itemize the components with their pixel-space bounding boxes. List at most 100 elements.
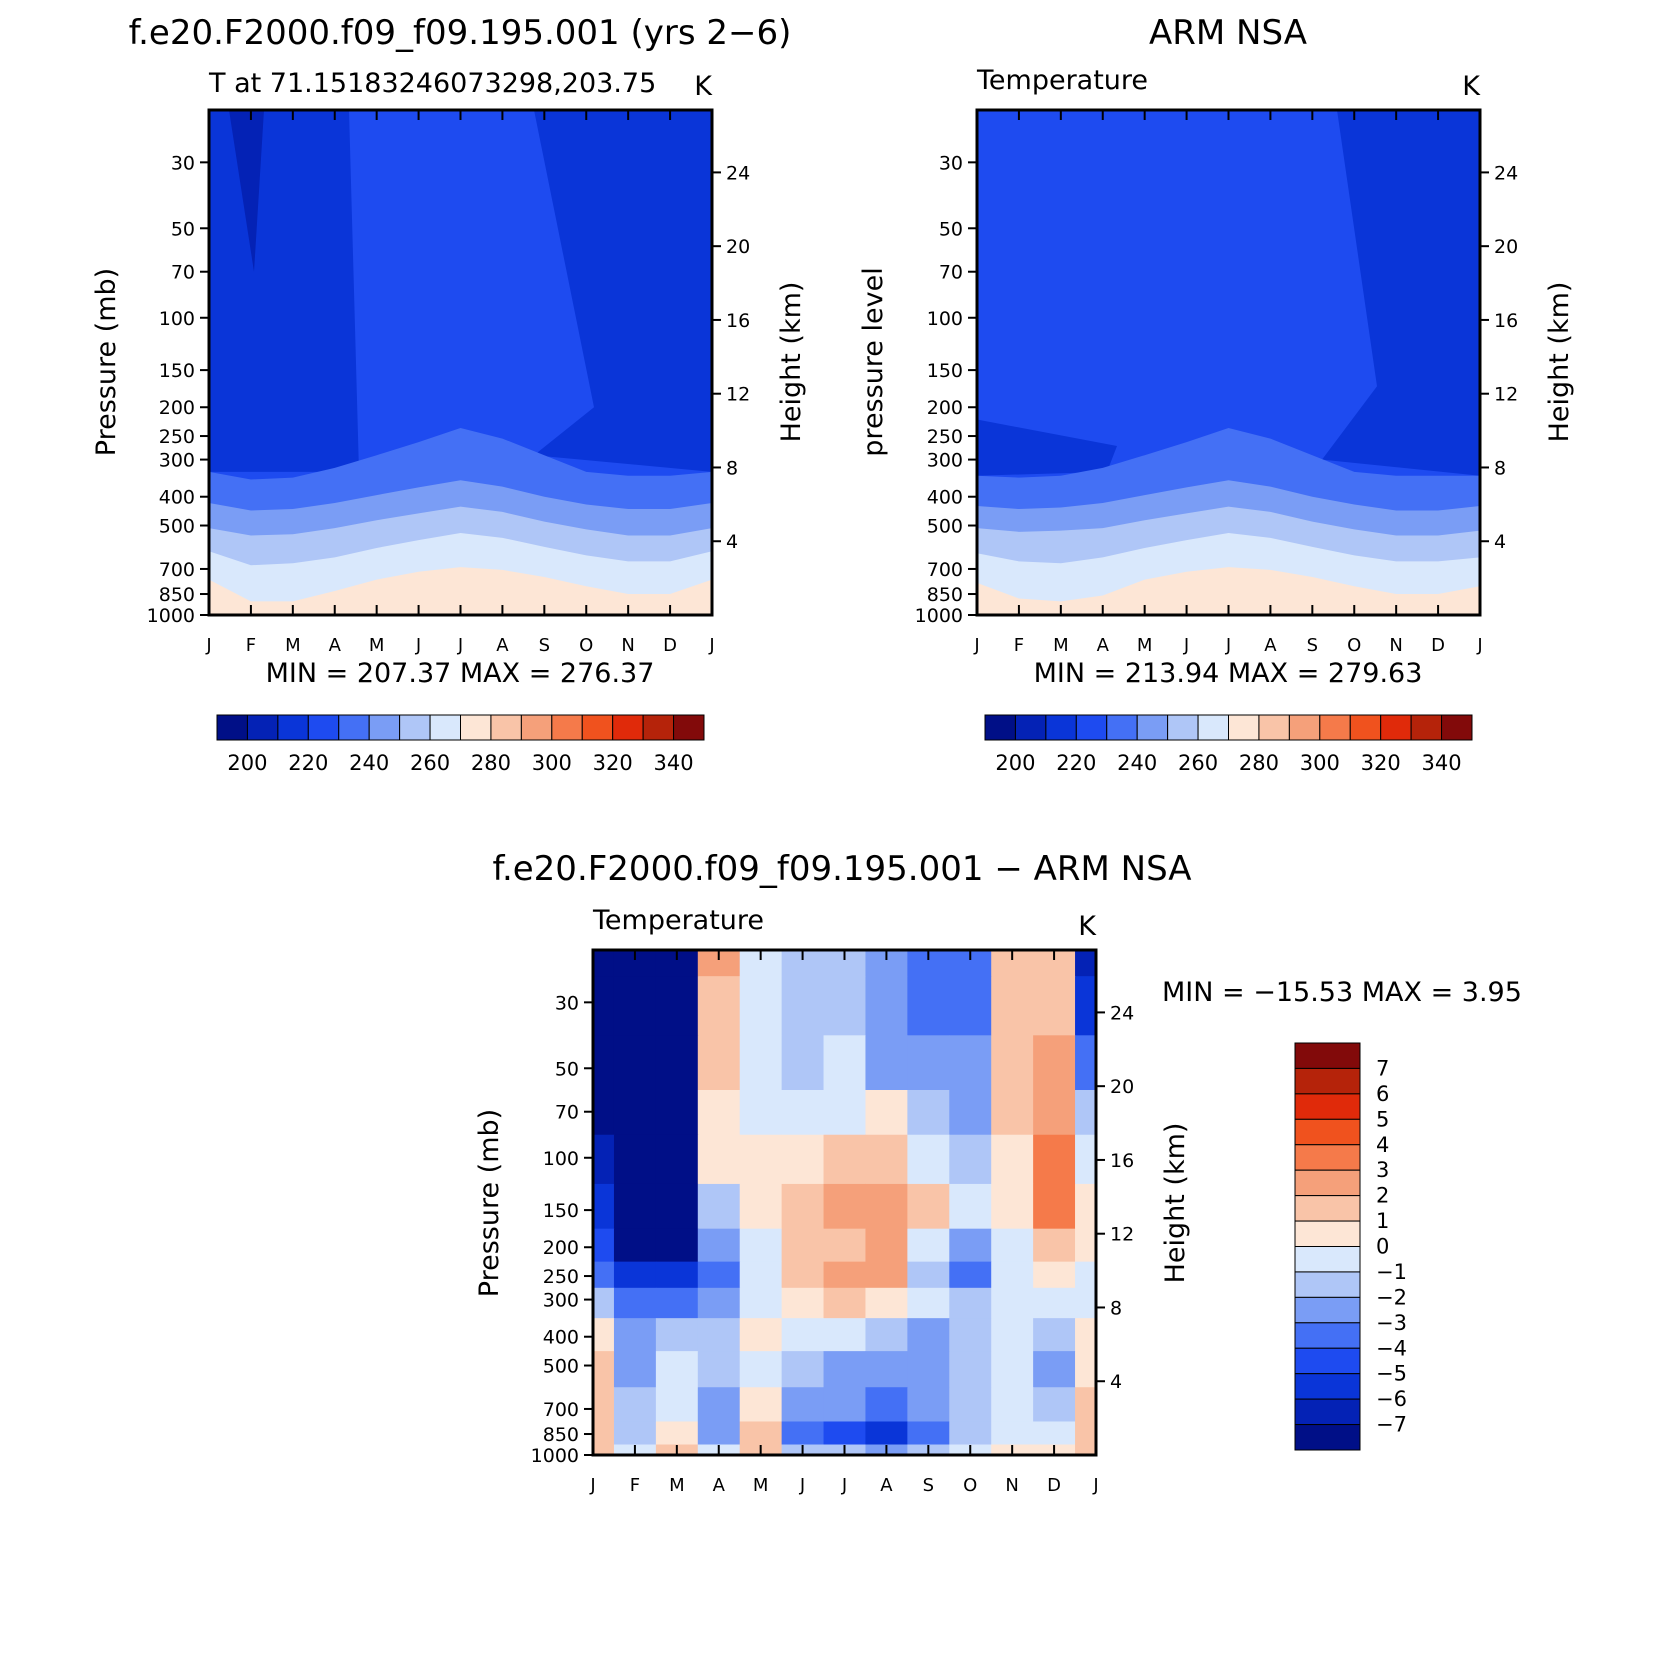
x-tick-label: S <box>1307 635 1318 656</box>
diff-cell <box>1033 1134 1076 1185</box>
diff-cell <box>907 1228 950 1263</box>
diff-cell <box>655 976 699 1036</box>
colorbar-swatch <box>1294 1322 1361 1349</box>
diff-cell <box>781 1387 825 1422</box>
diff-cell <box>991 976 1034 1036</box>
colorbar-swatch <box>1258 714 1290 741</box>
diff-right-string: K <box>1078 911 1097 942</box>
diff-cell <box>865 1387 908 1422</box>
cold-stratosphere-right <box>534 110 712 472</box>
diff-cell <box>1033 1387 1076 1422</box>
diff-cell <box>781 1090 825 1136</box>
diff-cell <box>613 1318 657 1352</box>
y-tick-label: 200 <box>543 1237 579 1259</box>
diff-cell <box>823 1387 866 1422</box>
diff-cell <box>907 1134 950 1185</box>
diff-cell <box>991 1351 1034 1388</box>
diff-cell <box>865 1228 908 1263</box>
x-tick-label: J <box>799 1475 805 1496</box>
y2-tick-label: 20 <box>1110 1076 1134 1098</box>
colorbar-swatch <box>429 714 461 741</box>
diff-cell <box>593 1318 615 1352</box>
diff-cell <box>613 1421 657 1446</box>
diff-cell <box>593 1183 615 1230</box>
y-tick-label: 50 <box>171 218 195 240</box>
diff-cell <box>593 1444 615 1456</box>
coldest-core <box>229 110 264 272</box>
diff-cell <box>593 1035 615 1091</box>
diff-cell <box>949 976 992 1036</box>
colorbar-label: 280 <box>1239 751 1279 775</box>
x-tick-label: J <box>457 635 463 656</box>
y-tick-label: 30 <box>171 152 195 174</box>
diff-cell <box>907 1183 950 1230</box>
y-tick-label: 400 <box>159 487 195 509</box>
y-tick-label: 250 <box>543 1266 579 1288</box>
colorbar-swatch <box>1294 1246 1361 1273</box>
diff-cell <box>655 1287 699 1319</box>
y-tick-label: 700 <box>927 559 963 581</box>
obs-y2-axis-label: Height (km) <box>1544 282 1575 443</box>
x-tick-label: A <box>713 1475 726 1496</box>
diff-cell <box>1033 1228 1076 1263</box>
y-tick-label: 30 <box>555 992 579 1014</box>
diff-cell <box>865 1287 908 1319</box>
colorbar-swatch <box>1380 714 1412 741</box>
x-tick-label: S <box>923 1475 934 1496</box>
diff-cell <box>823 1035 866 1091</box>
colorbar-label: −4 <box>1376 1336 1407 1360</box>
colorbar-label: 260 <box>1178 751 1218 775</box>
colorbar-swatch <box>551 714 583 741</box>
x-tick-label: J <box>1225 635 1231 656</box>
y2-tick-label: 4 <box>726 531 738 553</box>
diff-cell <box>1033 1287 1076 1319</box>
diff-cell <box>907 1090 950 1136</box>
diff-cell <box>739 1387 783 1422</box>
diff-cell <box>865 1351 908 1388</box>
colorbar-label: 220 <box>1056 751 1096 775</box>
diff-cell <box>865 1090 908 1136</box>
cold-stratosphere-right <box>1322 110 1480 476</box>
diff-cell <box>593 1287 615 1319</box>
colorbar-swatch <box>1106 714 1138 741</box>
diff-cell <box>593 1261 615 1289</box>
diff-cell <box>1033 1261 1076 1289</box>
diff-cell <box>1075 1261 1097 1289</box>
colorbar-label: 4 <box>1376 1133 1389 1157</box>
y-tick-label: 400 <box>543 1327 579 1349</box>
diff-cell <box>865 1035 908 1091</box>
diff-cell <box>907 1421 950 1446</box>
diff-cell <box>739 1134 783 1185</box>
colorbar-label: 200 <box>227 751 267 775</box>
y-tick-label: 250 <box>159 426 195 448</box>
diff-y-axis-label: Pressure (mb) <box>474 1109 505 1297</box>
diff-cell <box>1075 1090 1097 1136</box>
obs-contour-fills <box>977 110 1480 615</box>
diff-cell <box>697 1090 741 1136</box>
diff-cell <box>865 1421 908 1446</box>
diff-cell <box>823 1228 866 1263</box>
colorbar-label: 6 <box>1376 1082 1389 1106</box>
colorbar-swatch <box>1294 1118 1361 1146</box>
x-tick-label: J <box>708 635 714 656</box>
y-tick-label: 100 <box>927 308 963 330</box>
diff-cell <box>823 976 866 1036</box>
colorbar-swatch <box>581 714 614 741</box>
diff-cell <box>593 1228 615 1263</box>
diff-cell <box>991 1387 1034 1422</box>
x-tick-label: J <box>1476 635 1482 656</box>
y-tick-label: 700 <box>543 1399 579 1421</box>
x-tick-label: M <box>669 1475 685 1496</box>
y-tick-label: 1000 <box>531 1445 579 1467</box>
diff-cell <box>1033 1318 1076 1352</box>
diff-cell <box>865 1183 908 1230</box>
diff-cell <box>781 1421 825 1446</box>
diff-cell <box>613 976 657 1036</box>
x-tick-label: F <box>246 635 256 656</box>
diff-min-max: MIN = −15.53 MAX = 3.95 <box>1162 977 1522 1008</box>
diff-cell <box>949 1351 992 1388</box>
diff-cell <box>991 1134 1034 1185</box>
colorbar-label: 240 <box>349 751 389 775</box>
